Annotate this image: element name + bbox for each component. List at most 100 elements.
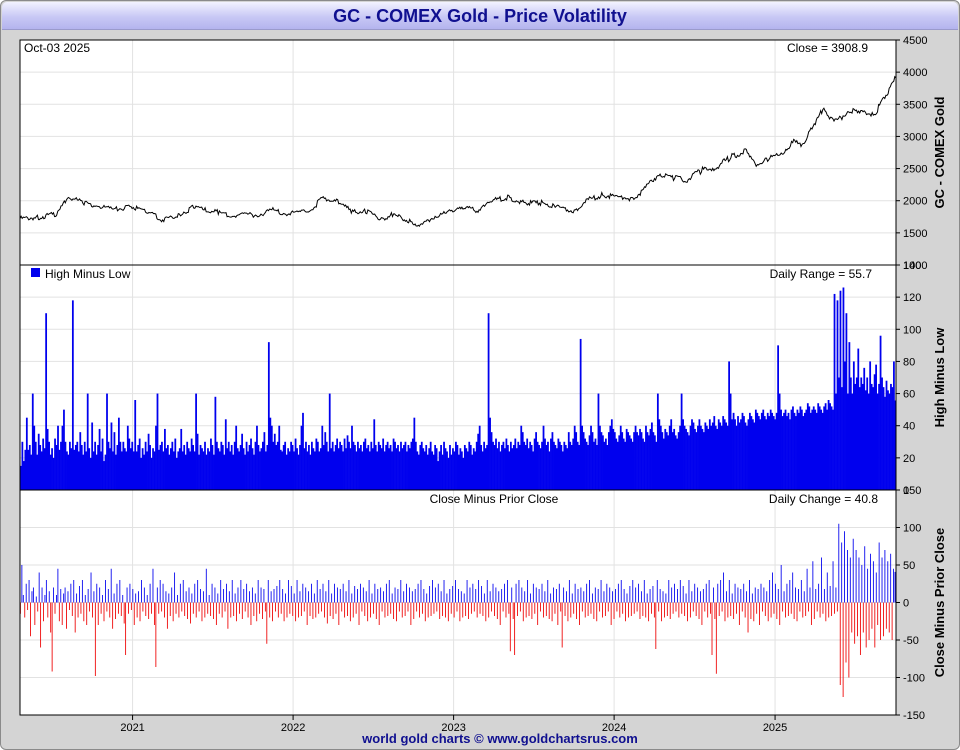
- change-bar-up: [397, 589, 399, 603]
- change-bar-up: [875, 572, 877, 603]
- change-bar-down: [230, 602, 232, 618]
- change-bar-down: [61, 602, 63, 625]
- range-bar: [192, 445, 195, 490]
- change-bar-up: [591, 593, 593, 603]
- range-bar: [787, 412, 790, 490]
- change-bar-up: [749, 580, 750, 603]
- change-bar-down: [854, 602, 856, 644]
- range-bar: [652, 432, 655, 490]
- range-bar: [465, 448, 468, 490]
- range-bar: [110, 422, 113, 490]
- range-bar: [563, 441, 566, 490]
- range-bar: [575, 432, 578, 490]
- range-bar: [593, 441, 595, 490]
- range-bar: [716, 428, 719, 490]
- range-bar: [477, 433, 480, 490]
- range-bar: [668, 425, 671, 490]
- range-bar: [793, 412, 796, 490]
- range-bar: [579, 338, 582, 490]
- range-bar: [777, 345, 779, 490]
- range-bar: [119, 441, 122, 490]
- change-bar-down: [661, 602, 663, 622]
- change-bar-down: [335, 602, 337, 614]
- range-bar: [508, 451, 511, 490]
- change-bar-up: [143, 587, 145, 603]
- range-bar: [603, 441, 606, 490]
- range-bar: [775, 412, 778, 490]
- change-bar-up: [511, 587, 513, 603]
- range-bar: [772, 416, 775, 490]
- change-bar-up: [276, 586, 278, 603]
- range-bar: [659, 425, 662, 490]
- range-bar: [309, 454, 312, 490]
- range-bar: [452, 448, 454, 490]
- range-bar: [343, 438, 346, 490]
- range-bar: [39, 445, 42, 490]
- change-bar-down: [787, 602, 789, 616]
- range-bar: [881, 377, 883, 490]
- change-bar-up: [81, 580, 83, 603]
- change-bar-up: [25, 583, 27, 603]
- change-bar-down: [790, 602, 792, 614]
- change-bar-down: [74, 602, 76, 633]
- range-bar: [125, 451, 128, 490]
- range-bar: [207, 448, 209, 490]
- range-bar: [596, 445, 598, 490]
- range-bar: [239, 445, 242, 490]
- change-bar-down: [419, 602, 420, 618]
- range-bar: [674, 435, 677, 490]
- change-bar-up: [697, 587, 699, 603]
- change-bar-up: [348, 580, 350, 603]
- change-bar-up: [403, 591, 405, 603]
- range-bar: [401, 448, 404, 490]
- range-bar: [263, 432, 266, 490]
- range-bar: [815, 412, 818, 490]
- range-bar: [319, 448, 322, 490]
- change-bar-down: [525, 602, 527, 618]
- range-bar: [520, 425, 523, 490]
- range-bar: [285, 454, 288, 490]
- change-bar-down: [613, 602, 615, 619]
- change-bar-up: [463, 593, 465, 603]
- change-bar-down: [184, 602, 186, 616]
- change-bar-down: [309, 602, 311, 616]
- range-bar: [682, 419, 684, 490]
- change-bar-down: [262, 602, 263, 619]
- change-bar-up: [119, 580, 121, 603]
- change-bar-up: [263, 589, 265, 603]
- change-bar-up: [293, 593, 295, 603]
- range-bar: [749, 412, 751, 490]
- change-bar-down: [324, 602, 325, 618]
- range-bar: [70, 448, 73, 490]
- range-bar: [287, 448, 290, 490]
- change-bar-up: [146, 595, 148, 603]
- change-bar-up: [571, 593, 573, 603]
- change-bar-up: [73, 580, 75, 603]
- range-bar: [158, 449, 160, 490]
- range-bar: [199, 445, 202, 490]
- change-bar-up: [182, 580, 184, 603]
- change-bar-up: [506, 580, 508, 603]
- range-bar: [425, 445, 428, 490]
- change-bar-down: [519, 602, 521, 612]
- range-bar: [763, 416, 766, 490]
- change-bar-down: [645, 602, 647, 618]
- y-tick-label: -100: [903, 673, 925, 685]
- change-bar-down: [599, 602, 601, 612]
- change-bar-down: [874, 602, 876, 648]
- change-bar-up: [458, 589, 459, 603]
- range-bar: [561, 451, 564, 490]
- range-bar: [431, 451, 434, 490]
- range-bar: [747, 419, 750, 490]
- range-bar: [450, 454, 453, 490]
- range-bar: [122, 441, 125, 490]
- change-bar-up: [282, 589, 284, 603]
- change-bar-down: [625, 602, 626, 622]
- range-bar: [181, 451, 184, 490]
- range-bar: [636, 432, 638, 490]
- range-bar: [588, 435, 591, 490]
- range-bar: [852, 361, 855, 490]
- range-bar: [417, 454, 420, 490]
- change-bar-up: [652, 586, 654, 603]
- change-bar-down: [130, 602, 132, 610]
